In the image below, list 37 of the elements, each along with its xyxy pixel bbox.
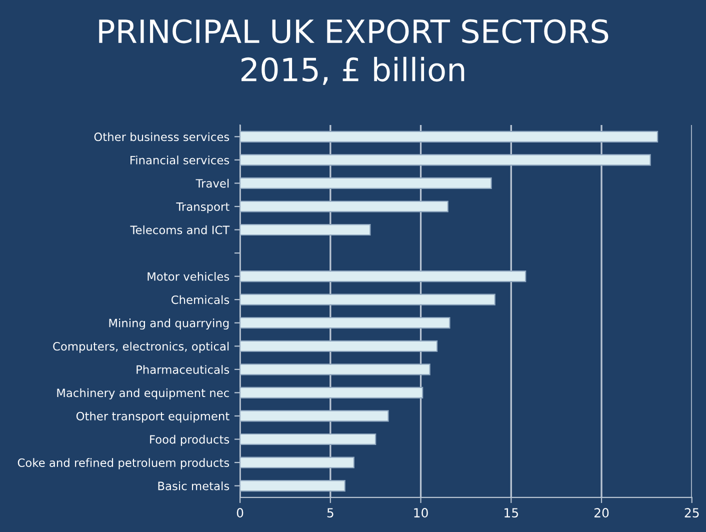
x-tick-label: 0 — [236, 508, 244, 518]
y-tick-label: Telecoms and ICT — [130, 225, 230, 234]
bar — [240, 364, 430, 376]
bar — [240, 224, 371, 236]
y-tick-label: Basic metals — [158, 481, 230, 490]
y-tick-label: Food products — [150, 434, 230, 446]
bar — [240, 480, 346, 492]
y-tick-label: Chemicals — [171, 295, 230, 304]
y-tick-label: Pharmaceuticals — [136, 365, 230, 374]
y-tick-label: Transport — [176, 202, 230, 214]
x-tick-label: 15 — [504, 508, 518, 518]
y-tick-label: Coke and refined petroluem products — [18, 458, 230, 470]
bar — [240, 200, 448, 212]
bar — [240, 386, 424, 398]
y-tick-label: Mining and quarrying — [109, 318, 229, 330]
bar — [240, 177, 492, 189]
bar — [240, 456, 354, 468]
y-tick-label: Other business services — [94, 132, 230, 142]
bar — [240, 340, 438, 352]
bar — [240, 317, 450, 329]
x-tick-label: 10 — [414, 508, 428, 518]
chart-title: PRINCIPAL UK EXPORT SECTORS 2015, £ billion — [99, 19, 608, 85]
x-tick-label: 20 — [594, 508, 609, 518]
y-tick-label: Motor vehicles — [148, 272, 230, 281]
y-tick-label: Computers, electronics, optical — [53, 342, 229, 353]
bar — [240, 294, 496, 306]
y-tick-label: Machinery and equipment nec — [57, 388, 229, 400]
bar — [240, 410, 389, 422]
x-tick-label: 25 — [684, 508, 699, 518]
bar — [240, 130, 658, 142]
bar — [240, 154, 651, 166]
x-tick-label: 5 — [327, 508, 334, 518]
y-tick-label: Travel — [196, 178, 229, 188]
bar — [240, 433, 376, 446]
y-tick-label: Financial services — [130, 156, 230, 164]
bar — [240, 270, 526, 282]
y-tick-label: Other transport equipment — [76, 412, 230, 423]
